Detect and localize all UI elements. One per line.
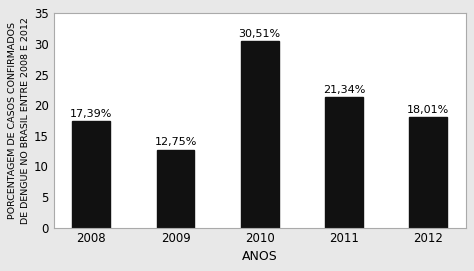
Text: 18,01%: 18,01% <box>407 105 449 115</box>
Bar <box>409 117 447 228</box>
Text: 21,34%: 21,34% <box>323 85 365 95</box>
Y-axis label: PORCENTAGEM DE CASOS CONFIRMADOS
DE DENGUE NO BRASIL ENTRE 2008 E 2012: PORCENTAGEM DE CASOS CONFIRMADOS DE DENG… <box>9 17 30 224</box>
Bar <box>156 150 194 228</box>
Text: 17,39%: 17,39% <box>70 109 113 119</box>
Bar <box>73 121 110 228</box>
Bar <box>241 41 279 228</box>
Text: 12,75%: 12,75% <box>155 137 197 147</box>
Bar <box>325 97 363 228</box>
Text: 30,51%: 30,51% <box>238 29 281 39</box>
X-axis label: ANOS: ANOS <box>242 250 278 263</box>
